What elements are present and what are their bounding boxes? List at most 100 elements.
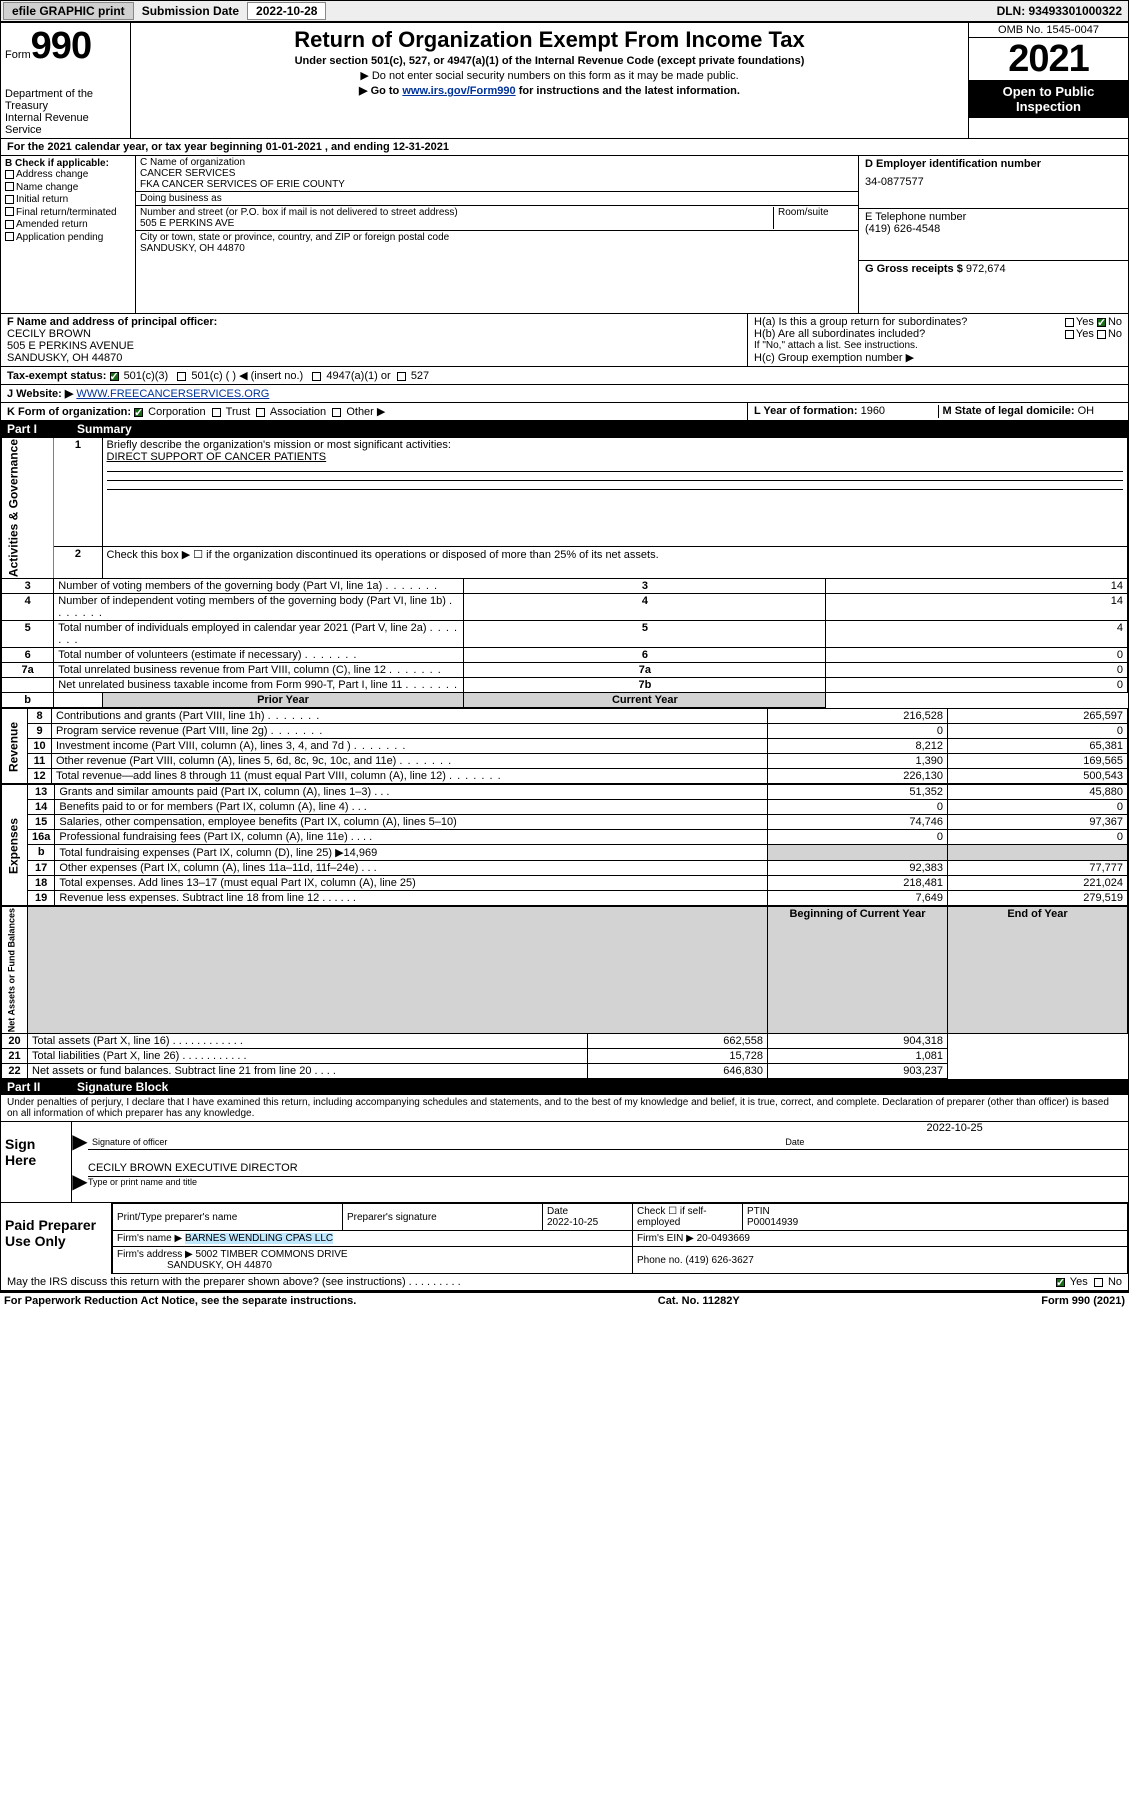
expense-table: Expenses13Grants and similar amounts pai…	[1, 784, 1128, 906]
Hb-no-chk[interactable]	[1097, 330, 1106, 339]
curr-val	[948, 845, 1128, 861]
B-header: B Check if applicable:	[5, 158, 131, 169]
F-line3: SANDUSKY, OH 44870	[7, 352, 741, 364]
curr-val: 500,543	[948, 769, 1128, 784]
city-label: City or town, state or province, country…	[140, 232, 449, 243]
form-number: 990	[31, 25, 91, 68]
sign-date-label: Date	[781, 1136, 1128, 1150]
sign-date-value: 2022-10-25	[781, 1122, 1128, 1136]
cat-no: Cat. No. 11282Y	[658, 1295, 740, 1307]
irs-link[interactable]: www.irs.gov/Form990	[402, 85, 515, 97]
goto-pre: ▶ Go to	[359, 85, 402, 97]
hdr-begin: Beginning of Current Year	[768, 907, 948, 1034]
row-ref: 5	[464, 621, 826, 648]
row-val: 14	[826, 594, 1128, 621]
Ha-no-chk[interactable]	[1097, 318, 1106, 327]
row-text: Benefits paid to or for members (Part IX…	[55, 800, 768, 815]
Ha-yes-chk[interactable]	[1065, 318, 1074, 327]
chk-initial-return[interactable]: Initial return	[5, 194, 131, 207]
chk-name-change[interactable]: Name change	[5, 182, 131, 195]
discuss-yes-chk[interactable]	[1056, 1278, 1065, 1287]
efile-print-button[interactable]: efile GRAPHIC print	[3, 2, 134, 20]
col-B: B Check if applicable: Address change Na…	[1, 156, 136, 313]
submission-date-value[interactable]: 2022-10-28	[247, 2, 326, 20]
curr-val: 77,777	[948, 861, 1128, 876]
prior-val: 7,649	[768, 891, 948, 906]
row-text: Investment income (Part VIII, column (A)…	[52, 739, 768, 754]
K-assoc-chk[interactable]	[256, 408, 265, 417]
row-num: 9	[28, 724, 52, 739]
chk-address-change[interactable]: Address change	[5, 169, 131, 182]
discuss-no-chk[interactable]	[1094, 1278, 1103, 1287]
row-text: Total revenue—add lines 8 through 11 (mu…	[52, 769, 768, 784]
ssn-note: ▶ Do not enter social security numbers o…	[137, 69, 962, 82]
ein-value: 34-0877577	[865, 176, 1122, 188]
prior-val: 74,746	[768, 815, 948, 830]
discuss-q: May the IRS discuss this return with the…	[7, 1276, 461, 1288]
row-KLM: K Form of organization: Corporation Trus…	[1, 403, 1128, 421]
submission-date-label: Submission Date	[136, 4, 245, 18]
row-ref: 4	[464, 594, 826, 621]
revenue-table: Revenue8Contributions and grants (Part V…	[1, 708, 1128, 784]
row-num: 21	[2, 1049, 28, 1064]
K-other-chk[interactable]	[332, 408, 341, 417]
row-num: 6	[2, 648, 54, 663]
row-num: 12	[28, 769, 52, 784]
chk-application-pending[interactable]: Application pending	[5, 232, 131, 245]
prior-val: 216,528	[768, 709, 948, 724]
part2-title: Signature Block	[77, 1080, 168, 1094]
F-officer: F Name and address of principal officer:…	[1, 314, 748, 366]
I-527-chk[interactable]	[397, 372, 406, 381]
q2-text: Check this box ▶ ☐ if the organization d…	[102, 546, 1127, 578]
prior-val: 51,352	[768, 785, 948, 800]
row-num: 17	[28, 861, 55, 876]
L-value: 1960	[861, 405, 885, 417]
row-num: 3	[2, 579, 54, 594]
I-501c3-chk[interactable]	[110, 372, 119, 381]
row-val: 0	[826, 663, 1128, 678]
address-cell: Number and street (or P.O. box if mail i…	[136, 206, 858, 231]
prep-ptin-cell: PTINP00014939	[743, 1204, 1128, 1231]
F-label: F Name and address of principal officer:	[7, 316, 741, 328]
netassets-table: Net Assets or Fund Balances Beginning of…	[1, 906, 1128, 1079]
preparer-table: Print/Type preparer's name Preparer's si…	[112, 1203, 1128, 1274]
discuss-row: May the IRS discuss this return with the…	[1, 1274, 1128, 1291]
end-val: 1,081	[768, 1049, 948, 1064]
row-num: 20	[2, 1034, 28, 1049]
chk-final-return[interactable]: Final return/terminated	[5, 207, 131, 220]
K-trust-chk[interactable]	[212, 408, 221, 417]
firm-ein-cell: Firm's EIN ▶ 20-0493669	[633, 1231, 1128, 1247]
form-header: Form990 Department of the Treasury Inter…	[1, 23, 1128, 139]
row-num: 19	[28, 891, 55, 906]
row-ref: 3	[464, 579, 826, 594]
side-revenue: Revenue	[2, 709, 28, 784]
Hb-yes-chk[interactable]	[1065, 330, 1074, 339]
row-text: Net unrelated business taxable income fr…	[54, 678, 464, 693]
row-num: 8	[28, 709, 52, 724]
end-val: 904,318	[768, 1034, 948, 1049]
row-num: 16a	[28, 830, 55, 845]
addr-label: Number and street (or P.O. box if mail i…	[140, 207, 458, 218]
gross-value: 972,674	[966, 263, 1006, 275]
chk-amended-return[interactable]: Amended return	[5, 219, 131, 232]
header-center: Return of Organization Exempt From Incom…	[131, 23, 968, 138]
I-4947-chk[interactable]	[312, 372, 321, 381]
website-link[interactable]: WWW.FREECANCERSERVICES.ORG	[76, 388, 269, 400]
K-corp-chk[interactable]	[134, 408, 143, 417]
row-text: Program service revenue (Part VIII, line…	[52, 724, 768, 739]
Ha-label: H(a) Is this a group return for subordin…	[754, 316, 967, 328]
Hb-label: H(b) Are all subordinates included?	[754, 328, 925, 340]
curr-val: 265,597	[948, 709, 1128, 724]
summary-table: Activities & Governance 1 Briefly descri…	[1, 437, 1128, 708]
begin-val: 15,728	[588, 1049, 768, 1064]
officer-name-label: Type or print name and title	[88, 1176, 1128, 1187]
K-form-org: K Form of organization: Corporation Trus…	[1, 403, 748, 420]
officer-sig-label: Signature of officer	[88, 1136, 781, 1150]
open-inspection-badge: Open to Public Inspection	[969, 80, 1128, 118]
I-501c-chk[interactable]	[177, 372, 186, 381]
prior-val: 1,390	[768, 754, 948, 769]
phone-value: (419) 626-4548	[865, 223, 940, 235]
phone-label: E Telephone number	[865, 211, 966, 223]
row-num: 10	[28, 739, 52, 754]
row-val: 0	[826, 648, 1128, 663]
